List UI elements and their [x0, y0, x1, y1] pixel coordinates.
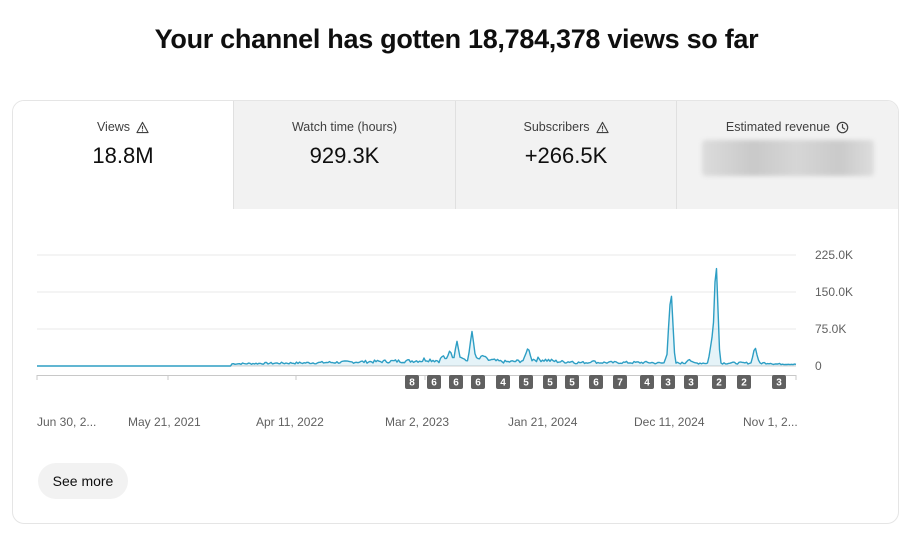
tab-revenue-label: Estimated revenue: [725, 120, 831, 134]
video-marker-badge: [405, 375, 419, 389]
video-marker-count: 5: [523, 378, 529, 389]
chart-gridlines: [37, 254, 796, 367]
video-marker-count: 4: [644, 378, 650, 389]
video-marker[interactable]: 6: [449, 375, 463, 389]
tab-watch-time-label: Watch time (hours): [291, 120, 398, 134]
video-marker[interactable]: 6: [427, 375, 441, 389]
video-marker-badge: [427, 375, 441, 389]
video-marker-badge: [543, 375, 557, 389]
y-tick-label: 225.0K: [815, 248, 853, 262]
video-marker-badge: [613, 375, 627, 389]
tab-watch-time[interactable]: Watch time (hours) 929.3K: [234, 101, 456, 209]
video-marker[interactable]: 5: [543, 375, 557, 389]
x-tick-label: Dec 11, 2024: [634, 415, 705, 429]
tab-watch-time-value: 929.3K: [309, 143, 380, 168]
video-marker[interactable]: 2: [737, 375, 751, 389]
tab-estimated-revenue[interactable]: Estimated revenue: [677, 101, 898, 209]
tab-views[interactable]: Views 18.8M: [13, 101, 234, 209]
page-title: Your channel has gotten 18,784,378 views…: [154, 24, 759, 54]
video-marker-badge: [496, 375, 510, 389]
video-marker-count: 4: [500, 378, 506, 389]
video-marker-badge: [640, 375, 654, 389]
tab-subscribers-value: +266.5K: [524, 143, 608, 168]
video-marker[interactable]: 8: [405, 375, 419, 389]
video-marker-badge: [772, 375, 786, 389]
video-marker[interactable]: 2: [712, 375, 726, 389]
tab-subscribers-label: Subscribers: [523, 120, 590, 134]
video-marker[interactable]: 4: [496, 375, 510, 389]
video-marker-count: 7: [617, 378, 623, 389]
video-marker-badge: [471, 375, 485, 389]
video-marker[interactable]: 7: [613, 375, 627, 389]
views-area: [37, 268, 796, 366]
video-marker-count: 3: [665, 378, 671, 389]
views-chart: 225.0K 150.0K 75.0K 0 Jun 30, 2... May 21, 2…: [36, 248, 853, 429]
x-tick-label: Nov 1, 2...: [743, 415, 798, 429]
video-marker[interactable]: 3: [661, 375, 675, 389]
video-marker[interactable]: 3: [772, 375, 786, 389]
video-marker-badge: [449, 375, 463, 389]
y-axis-ticks: 225.0K 150.0K 75.0K 0: [815, 248, 853, 373]
see-more-button[interactable]: See more: [38, 463, 128, 499]
warning-icon: [136, 121, 149, 133]
video-marker[interactable]: 6: [471, 375, 485, 389]
video-marker-count: 5: [569, 378, 575, 389]
y-tick-label: 75.0K: [815, 322, 846, 336]
video-marker-count: 3: [776, 378, 782, 389]
video-marker-badge: [661, 375, 675, 389]
tab-views-value: 18.8M: [92, 143, 154, 168]
x-tick-label: May 21, 2021: [128, 415, 201, 429]
views-line: [37, 267, 797, 367]
y-tick-label: 0: [815, 359, 822, 373]
tab-subscribers[interactable]: Subscribers +266.5K: [456, 101, 677, 209]
x-tick-label: Mar 2, 2023: [385, 415, 449, 429]
x-axis-ticks: Jun 30, 2... May 21, 2021 Apr 11, 2022 Mar …: [36, 375, 798, 429]
clock-icon: [836, 121, 849, 133]
video-marker-count: 6: [453, 378, 459, 389]
video-marker-count: 2: [716, 378, 722, 389]
tab-views-label: Views: [96, 120, 131, 134]
x-tick-label: Jun 30, 2...: [37, 415, 96, 429]
video-marker-badge: [684, 375, 698, 389]
video-markers: 8 6 6 6 4 5 5 5 6 7 4 3 3 2 2 3: [405, 375, 786, 389]
x-tick-label: Jan 21, 2024: [508, 415, 578, 429]
video-marker-count: 5: [547, 378, 553, 389]
metric-tabs: Views 18.8M Watch time (hours) 929.3K Su…: [13, 101, 898, 209]
video-marker-count: 6: [475, 378, 481, 389]
video-marker-count: 6: [593, 378, 599, 389]
video-marker-badge: [737, 375, 751, 389]
video-marker-badge: [519, 375, 533, 389]
video-marker[interactable]: 5: [565, 375, 579, 389]
video-marker-count: 8: [409, 378, 415, 389]
y-tick-label: 150.0K: [815, 285, 853, 299]
analytics-card: Views 18.8M Watch time (hours) 929.3K Su…: [12, 100, 899, 524]
video-marker-count: 2: [741, 378, 747, 389]
video-marker[interactable]: 6: [589, 375, 603, 389]
revenue-value-blurred: [701, 140, 874, 176]
video-marker-badge: [565, 375, 579, 389]
x-tick-label: Apr 11, 2022: [256, 415, 324, 429]
video-marker-count: 3: [688, 378, 694, 389]
video-marker-count: 6: [431, 378, 437, 389]
video-marker[interactable]: 3: [684, 375, 698, 389]
video-marker-badge: [712, 375, 726, 389]
video-marker[interactable]: 5: [519, 375, 533, 389]
video-marker-badge: [589, 375, 603, 389]
warning-icon: [595, 121, 609, 133]
video-marker[interactable]: 4: [640, 375, 654, 389]
